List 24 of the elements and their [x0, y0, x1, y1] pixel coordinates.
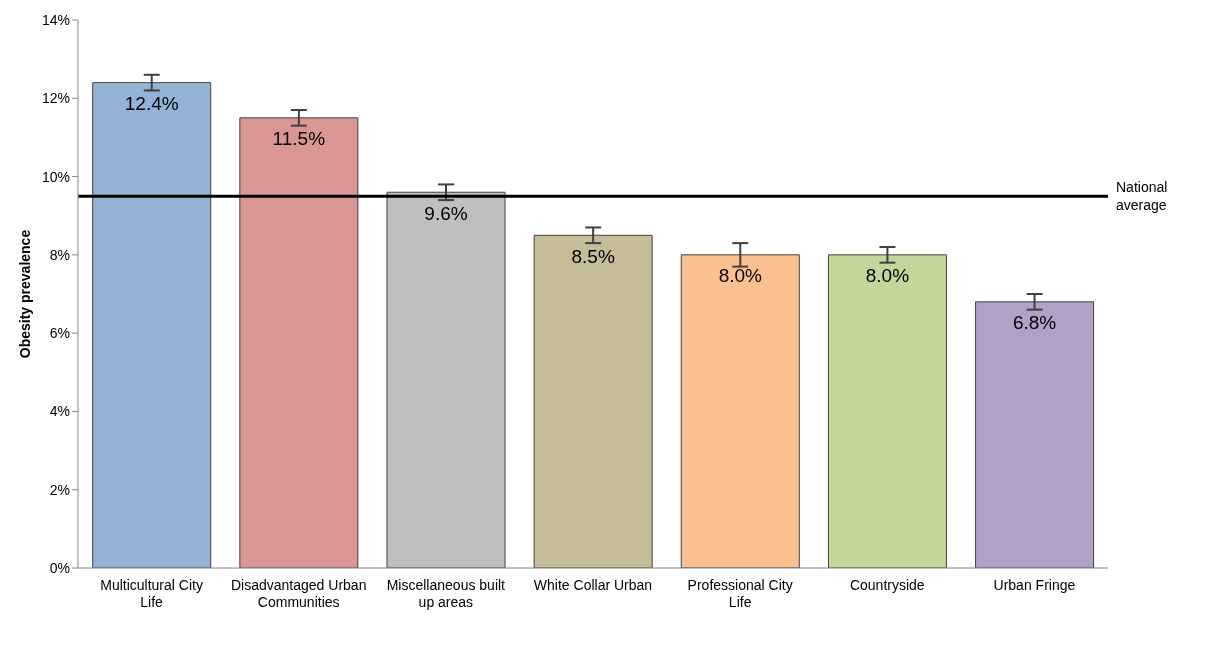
x-tick-label: Countryside [849, 577, 925, 593]
y-tick-label: 2% [49, 481, 70, 498]
data-label: 8.5% [571, 245, 615, 267]
data-label: 8.0% [865, 265, 910, 287]
data-label: 6.8% [1012, 312, 1057, 334]
ref-line-label: National average [1116, 179, 1168, 214]
y-tick-label: 0% [49, 559, 70, 576]
y-tick-label: 8% [49, 246, 70, 263]
y-tick-label: 14% [41, 11, 70, 28]
x-tick-label: Multicultural City Life [100, 577, 203, 610]
y-tick-label: 4% [49, 403, 70, 420]
data-label: 11.5% [272, 128, 326, 150]
x-tick-label: Urban Fringe [993, 577, 1076, 593]
y-tick-label: 10% [41, 168, 70, 185]
data-label: 12.4% [124, 93, 179, 115]
data-label: 8.0% [718, 265, 763, 287]
x-tick-label: Disadvantaged Urban Communities [231, 577, 367, 610]
x-tick-label: White Collar Urban [533, 577, 653, 593]
x-tick-label: Miscellaneous built up areas [386, 577, 506, 610]
data-label: 9.6% [424, 202, 468, 224]
y-tick-label: 12% [41, 90, 70, 107]
x-tick-label: Professional City Life [687, 577, 793, 610]
y-axis-title: Obesity prevalence [16, 229, 33, 359]
y-tick-label: 6% [49, 325, 70, 342]
